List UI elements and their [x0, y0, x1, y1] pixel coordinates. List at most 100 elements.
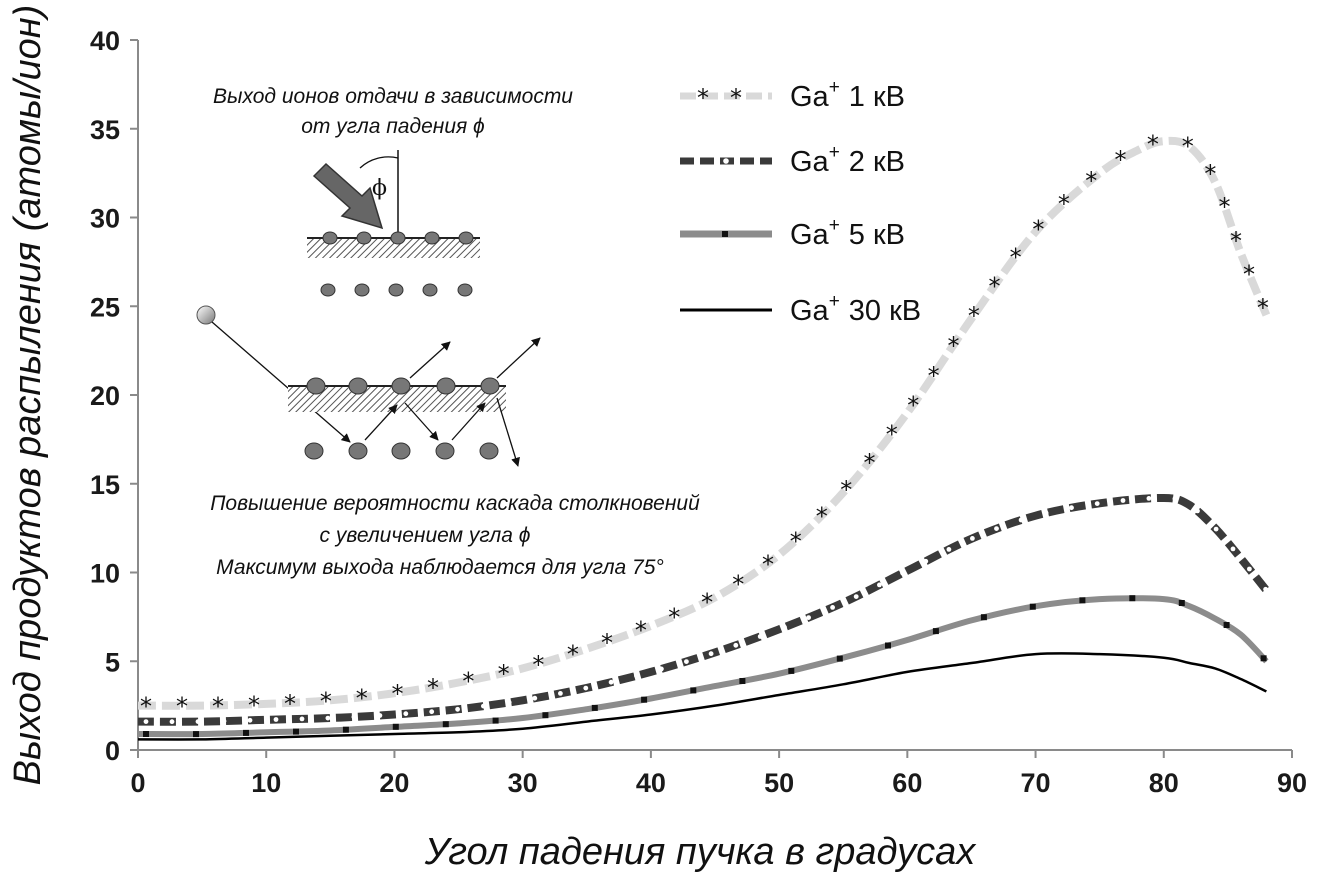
data-point-dot — [325, 715, 331, 721]
series-5kv-line — [137, 595, 1269, 738]
series-2kv — [137, 493, 1270, 726]
data-point-star: * — [928, 362, 940, 390]
atom — [391, 442, 411, 460]
cascade-arrow — [496, 337, 541, 379]
surface-atoms-row-1 — [322, 231, 474, 245]
data-point-dot — [455, 706, 460, 712]
data-point-square — [542, 712, 549, 719]
data-point-dot — [1043, 510, 1049, 516]
data-point-dot — [221, 718, 227, 724]
atom — [391, 377, 411, 395]
data-point-dot — [994, 526, 999, 531]
data-point-dot — [684, 659, 689, 664]
legend-label-30kv-rest: 30 кВ — [849, 295, 921, 327]
cascade-arrow — [364, 404, 398, 441]
data-point-dot — [659, 666, 664, 672]
data-point-dot — [583, 685, 589, 691]
data-point-dot — [853, 594, 859, 599]
data-point-dot — [1247, 566, 1252, 572]
data-point-dot — [923, 558, 929, 564]
data-point-dot — [403, 711, 409, 717]
y-tick-label: 25 — [90, 292, 120, 322]
data-point-square — [641, 696, 648, 703]
data-point-square — [690, 687, 697, 694]
data-point-star: * — [427, 674, 439, 702]
atom — [422, 283, 438, 297]
data-point-dot — [1018, 517, 1024, 523]
legend-label-5kv-rest: 5 кВ — [849, 219, 905, 251]
data-point-star: * — [816, 503, 828, 531]
data-point-dot — [900, 570, 905, 576]
cascade-caption-line1: Повышение вероятности каскада столкновен… — [210, 492, 700, 515]
data-point-star: * — [988, 273, 1000, 301]
legend-label-5kv: Ga+ 5 кВ — [790, 215, 905, 251]
data-point-dot — [708, 651, 714, 657]
atom — [322, 231, 338, 245]
data-point-dot — [558, 691, 563, 696]
data-point-dot — [1230, 546, 1236, 552]
data-point-dot — [608, 679, 614, 685]
data-point-star: * — [176, 693, 188, 721]
data-point-dot — [733, 642, 739, 648]
series-5kv — [137, 595, 1269, 738]
data-point-square — [591, 704, 598, 711]
data-point-square — [836, 655, 843, 662]
data-point-dot — [247, 717, 253, 723]
legend-marker-2kv — [723, 158, 729, 164]
y-tick-label: 5 — [105, 647, 120, 677]
data-point-dot — [506, 700, 512, 705]
data-point-dot — [830, 605, 835, 610]
data-point-dot — [970, 536, 975, 541]
data-point-square — [1079, 597, 1086, 604]
ticks-layer: 0 10 20 30 40 50 60 70 80 90 0 5 10 15 20 25 30 35 40 — [90, 26, 1307, 798]
cascade-diagram: Повышение вероятности каскада столкновен… — [196, 305, 700, 579]
recoil-caption-line1: Выход ионов отдачи в зависимости — [213, 85, 573, 108]
legend-marker-1kv-a: * — [697, 84, 709, 112]
atom — [348, 442, 368, 460]
data-point-square — [885, 642, 891, 649]
legend-item-2kv: Ga+ 2 кВ — [680, 142, 905, 178]
data-point-dot — [1146, 496, 1152, 501]
data-point-star: * — [790, 527, 802, 555]
x-axis-title: Угол падения пучка в градусах — [424, 831, 977, 873]
data-point-square — [193, 731, 199, 738]
data-point-star: * — [498, 660, 510, 688]
y-tick-label: 30 — [90, 204, 120, 234]
x-tick-label: 10 — [251, 768, 281, 798]
data-point-square — [143, 731, 149, 737]
surface-atoms-row-2 — [306, 377, 500, 395]
atom — [479, 442, 499, 460]
x-tick-label: 20 — [379, 768, 409, 798]
atom — [424, 231, 440, 245]
data-point-star: * — [1204, 160, 1216, 188]
cascade-arrow — [496, 397, 520, 467]
legend-item-1kv: * * Ga+ 1 кВ — [680, 77, 905, 113]
data-point-dot — [429, 709, 435, 715]
data-point-dot — [634, 673, 639, 679]
y-tick-label: 10 — [90, 559, 120, 589]
atom — [320, 283, 336, 297]
data-point-star: * — [840, 476, 852, 504]
data-point-dot — [782, 624, 787, 630]
atom — [480, 377, 500, 395]
atom — [354, 283, 370, 297]
data-point-square — [293, 728, 299, 735]
data-point-star: * — [635, 617, 647, 645]
legend-marker-1kv-b: * — [730, 84, 742, 112]
x-tick-label: 80 — [1149, 768, 1179, 798]
data-point-star: * — [284, 690, 296, 718]
data-point-star: * — [668, 603, 680, 631]
data-point-dot — [1213, 526, 1219, 532]
cascade-caption-line2: с увеличением угла ϕ — [320, 524, 531, 547]
data-point-star: * — [1058, 190, 1070, 218]
x-tick-label: 60 — [892, 768, 922, 798]
x-tick-label: 40 — [636, 768, 666, 798]
x-tick-label: 90 — [1277, 768, 1307, 798]
data-point-star: * — [601, 629, 613, 657]
data-point-square — [788, 667, 795, 674]
data-point-star: * — [320, 688, 332, 716]
atom — [435, 442, 455, 460]
data-point-dot — [299, 716, 305, 722]
data-point-star: * — [391, 680, 403, 708]
